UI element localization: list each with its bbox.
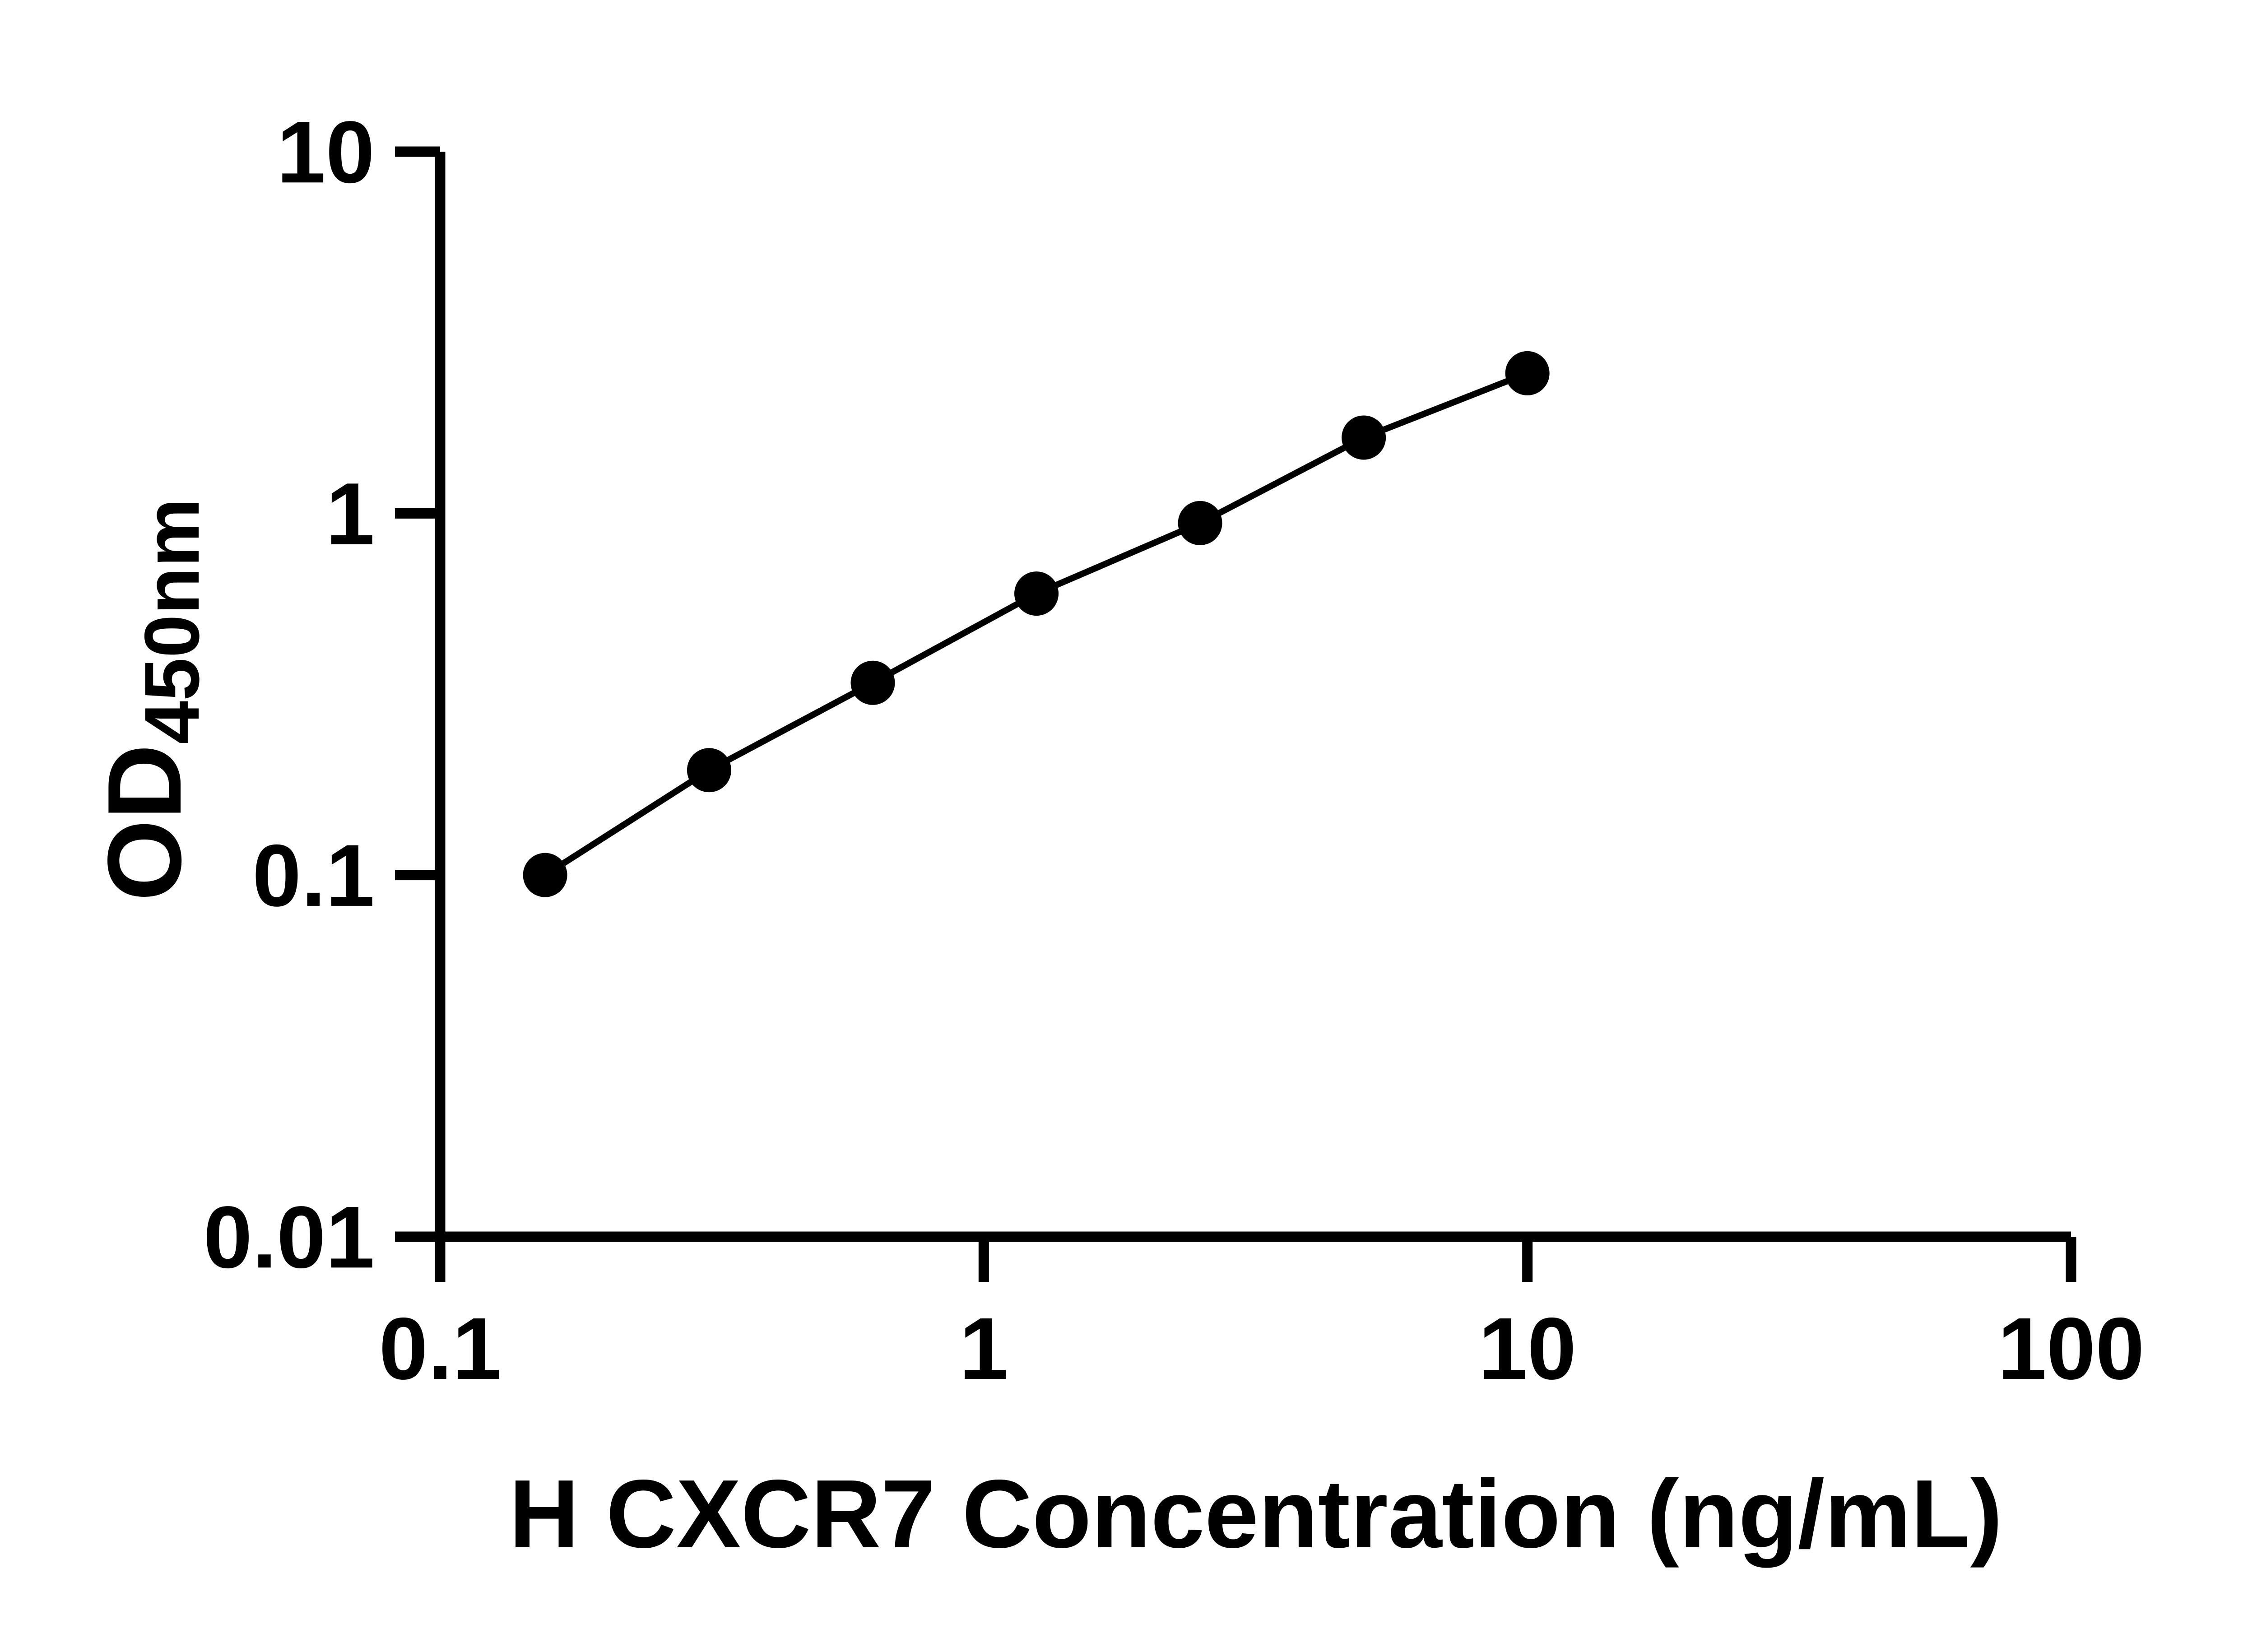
data-point-marker [1014, 571, 1059, 616]
data-point-marker [687, 748, 731, 793]
y-axis-tick-label: 0.1 [252, 826, 375, 925]
y-axis-title-subscript: 450nm [129, 498, 215, 744]
y-axis-tick-label: 10 [277, 103, 375, 201]
axis-frame [435, 152, 2071, 1242]
data-point-marker [523, 853, 567, 897]
x-axis-tick-label: 1 [959, 1299, 1008, 1398]
x-axis-tick-label: 0.1 [379, 1299, 501, 1398]
x-axis-tick-label: 10 [1478, 1299, 1576, 1398]
y-axis-title: OD450nm [86, 498, 215, 901]
x-axis-tick-label: 100 [1997, 1299, 2144, 1398]
data-point-marker [850, 660, 895, 705]
y-axis-title-main: OD [86, 744, 203, 901]
x-axis-title: H CXCR7 Concentration (ng/mL) [509, 1459, 2003, 1568]
y-axis-tick-label: 1 [326, 465, 375, 563]
data-point-marker [1178, 501, 1222, 545]
data-point-marker [1342, 415, 1386, 460]
data-point-marker [1505, 351, 1550, 395]
y-axis-tick-label: 0.01 [203, 1188, 375, 1286]
